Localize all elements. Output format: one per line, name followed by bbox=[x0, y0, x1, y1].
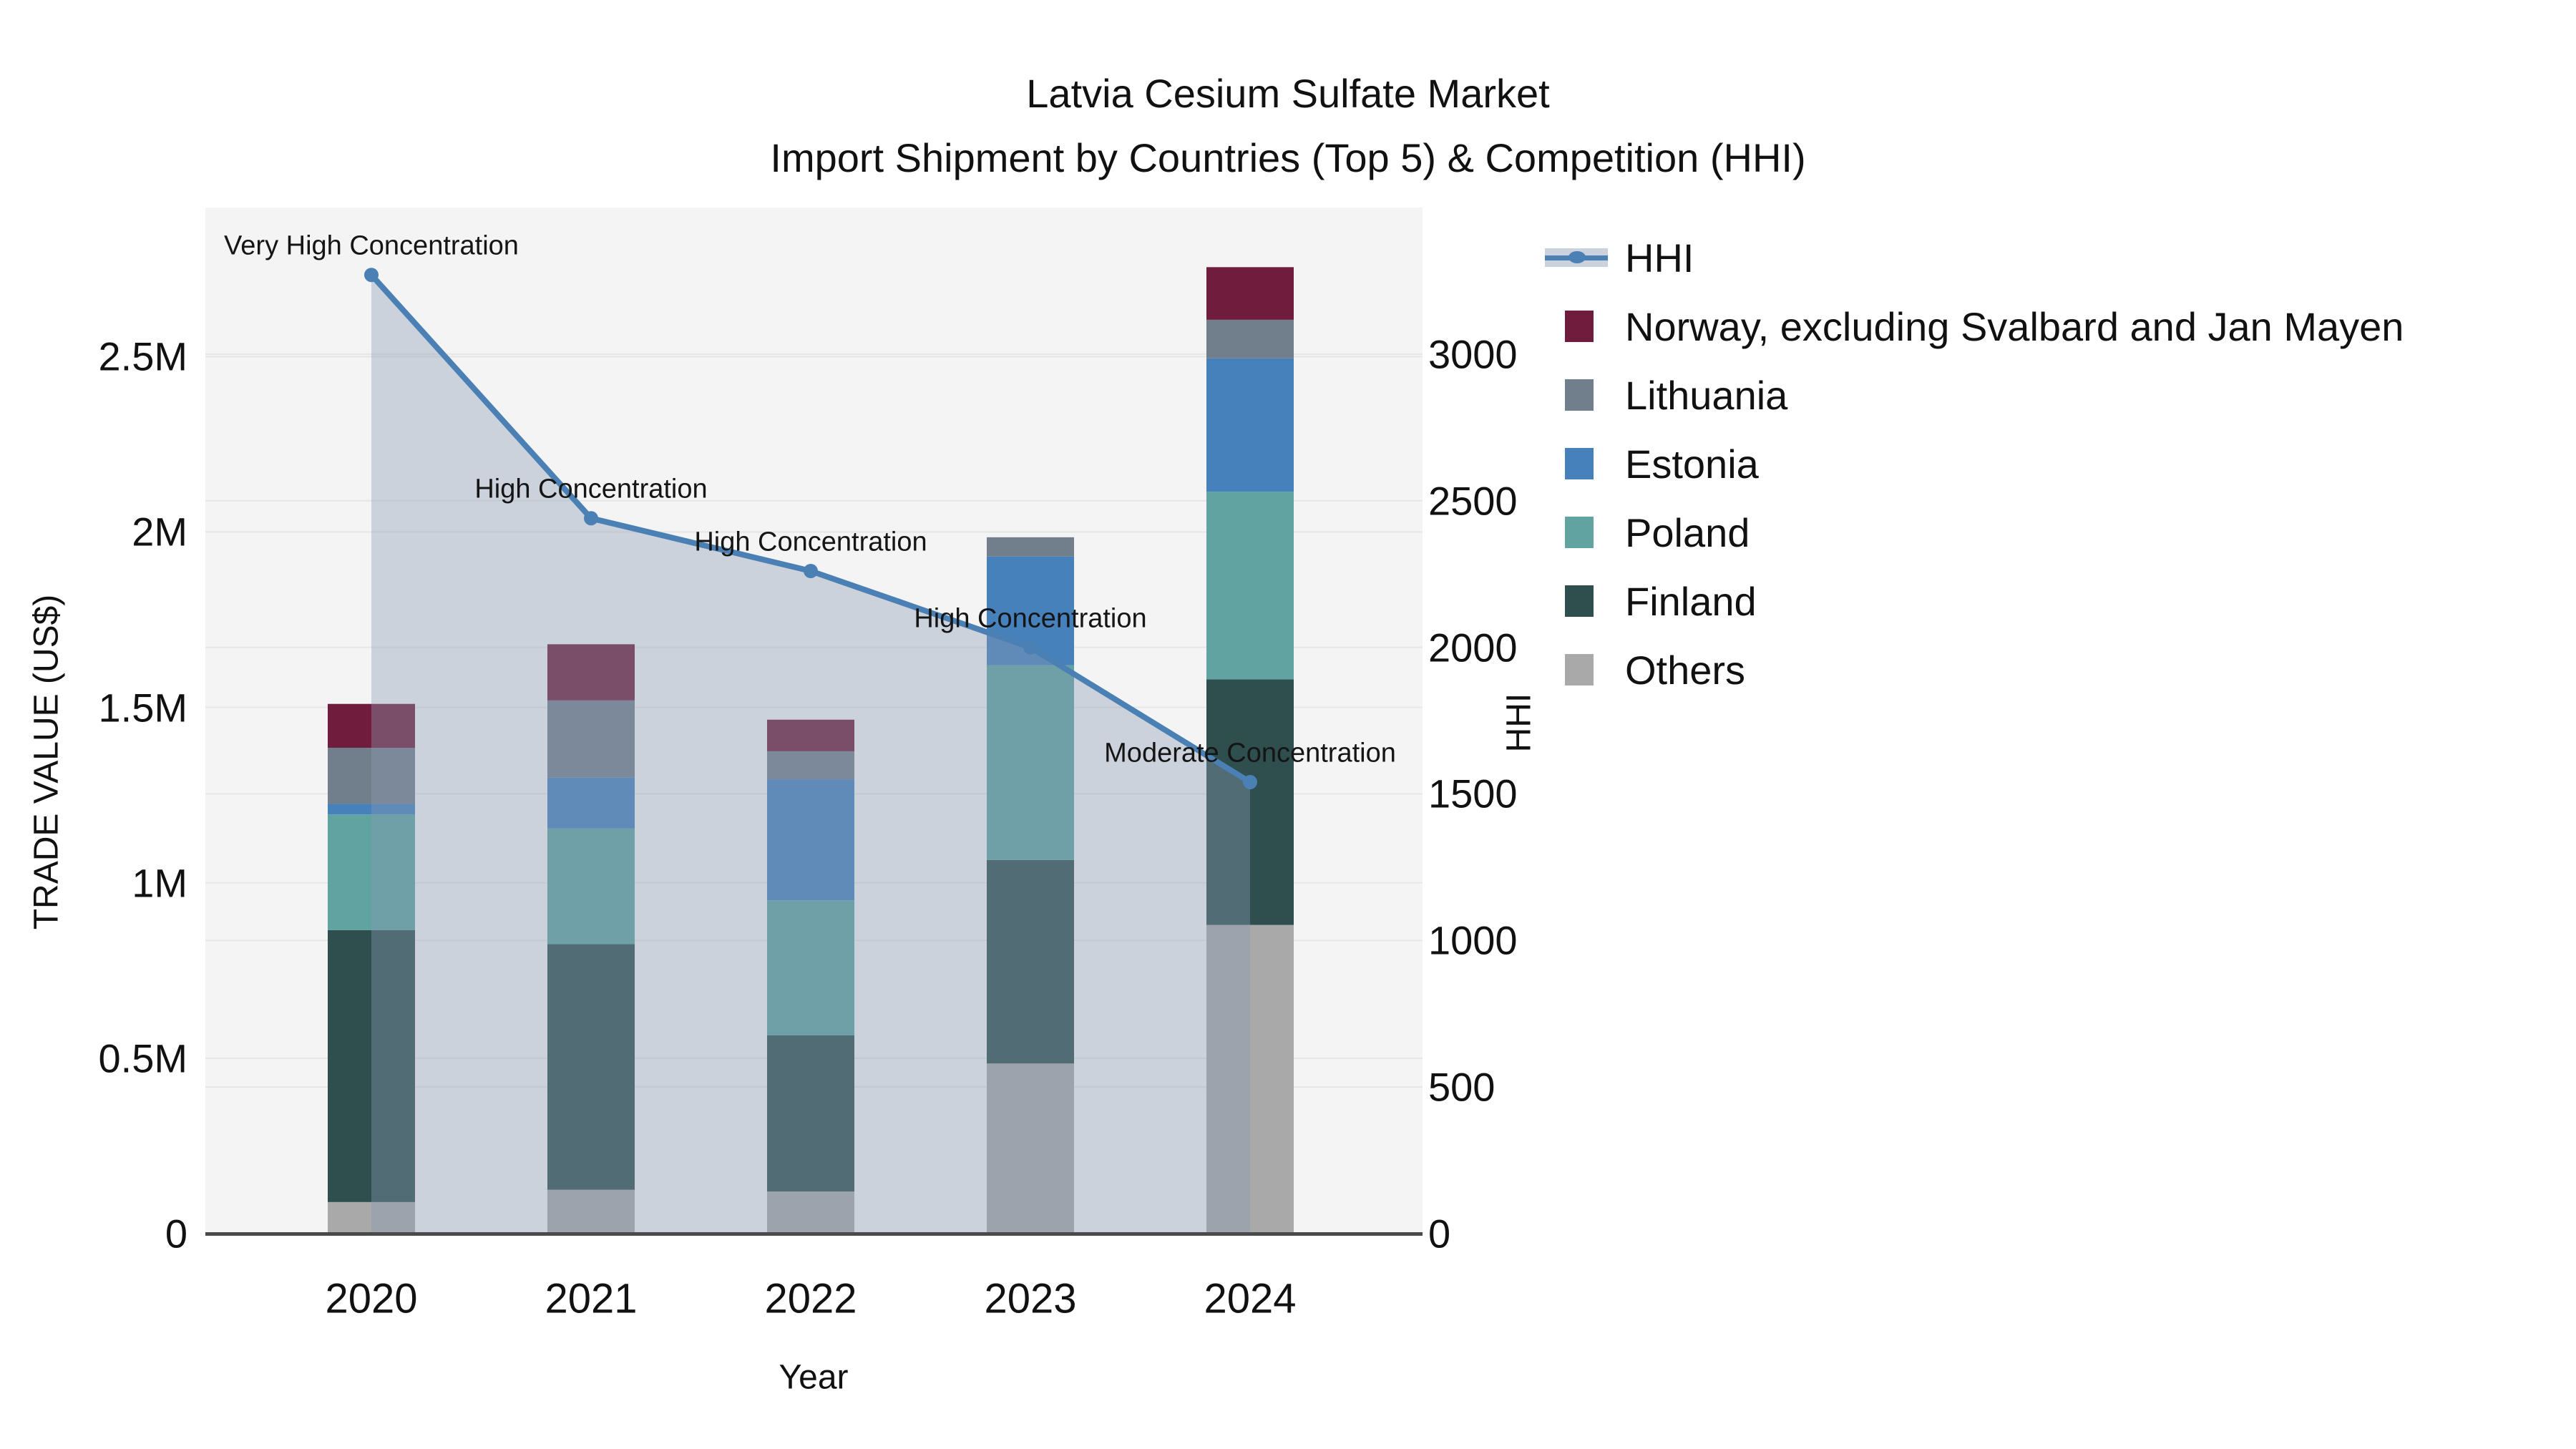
bar-segment-lithuania-2021 bbox=[547, 700, 635, 778]
bar-segment-norway-2021 bbox=[547, 644, 635, 701]
legend-item-hhi[interactable]: HHI bbox=[1545, 223, 2404, 292]
finland-color-swatch bbox=[1565, 585, 1594, 617]
legend-item-lithuania[interactable]: Lithuania bbox=[1545, 361, 2404, 429]
bar-segment-estonia-2021 bbox=[547, 777, 635, 829]
bar-segment-others-2020 bbox=[328, 1201, 415, 1234]
lithuania-color-swatch bbox=[1565, 379, 1594, 411]
hhi-marker-2020 bbox=[364, 268, 379, 283]
bar-segment-norway-2022 bbox=[767, 719, 854, 751]
bar-segment-finland-2020 bbox=[328, 930, 415, 1202]
bar-segment-finland-2022 bbox=[767, 1035, 854, 1192]
bar-segment-poland-2021 bbox=[547, 828, 635, 945]
bar-segment-poland-2022 bbox=[767, 900, 854, 1036]
y-left-axis-title: TRADE VALUE (US$) bbox=[27, 594, 66, 930]
others-color-swatch bbox=[1565, 654, 1594, 686]
bar-segment-estonia-2020 bbox=[328, 804, 415, 815]
chart-title-line2: Import Shipment by Countries (Top 5) & C… bbox=[770, 135, 1806, 180]
x-axis-line bbox=[205, 1232, 1423, 1236]
bar-segment-others-2024 bbox=[1206, 924, 1294, 1234]
bar-segment-finland-2021 bbox=[547, 944, 635, 1190]
hhi-marker-2022 bbox=[804, 564, 818, 578]
legend-sample bbox=[1545, 635, 1616, 704]
legend-label: Lithuania bbox=[1625, 372, 1788, 418]
poland-color-swatch bbox=[1565, 517, 1594, 548]
legend-label: HHI bbox=[1625, 235, 1694, 280]
hhi-area-fill bbox=[371, 275, 1250, 1234]
bar-segment-others-2021 bbox=[547, 1189, 635, 1234]
bar-segment-others-2022 bbox=[767, 1191, 854, 1234]
bar-segment-norway-2024 bbox=[1206, 267, 1294, 320]
legend-item-others[interactable]: Others bbox=[1545, 635, 2404, 704]
bar-segment-poland-2023 bbox=[987, 665, 1074, 860]
legend-sample bbox=[1545, 361, 1616, 429]
legend-sample bbox=[1545, 498, 1616, 567]
legend-label: Norway, excluding Svalbard and Jan Mayen bbox=[1625, 303, 2404, 349]
bar-segment-estonia-2022 bbox=[767, 779, 854, 901]
bar-segment-lithuania-2022 bbox=[767, 751, 854, 780]
legend-sample bbox=[1545, 429, 1616, 498]
x-axis-title: Year bbox=[779, 1358, 849, 1397]
legend-item-finland[interactable]: Finland bbox=[1545, 567, 2404, 635]
legend-sample bbox=[1545, 292, 1616, 361]
legend-label: Estonia bbox=[1625, 441, 1759, 487]
bar-segment-norway-2020 bbox=[328, 703, 415, 748]
bar-segment-estonia-2024 bbox=[1206, 358, 1294, 492]
bar-segment-lithuania-2024 bbox=[1206, 319, 1294, 358]
chart-title-line1: Latvia Cesium Sulfate Market bbox=[1026, 71, 1550, 116]
bar-segment-lithuania-2023 bbox=[987, 537, 1074, 557]
hhi-marker-2021 bbox=[584, 511, 598, 526]
hhi-marker-2023 bbox=[1023, 640, 1038, 655]
estonia-color-swatch bbox=[1565, 448, 1594, 479]
norway-color-swatch bbox=[1565, 311, 1594, 342]
legend-item-estonia[interactable]: Estonia bbox=[1545, 429, 2404, 498]
legend-label: Others bbox=[1625, 647, 1746, 693]
legend-item-poland[interactable]: Poland bbox=[1545, 498, 2404, 567]
legend-item-norway[interactable]: Norway, excluding Svalbard and Jan Mayen bbox=[1545, 292, 2404, 361]
legend: HHI Norway, excluding Svalbard and Jan M… bbox=[1545, 223, 2404, 704]
bar-segment-poland-2024 bbox=[1206, 492, 1294, 680]
hhi-marker-2024 bbox=[1243, 775, 1257, 789]
legend-sample bbox=[1545, 567, 1616, 635]
legend-label: Poland bbox=[1625, 509, 1750, 555]
bar-segment-poland-2020 bbox=[328, 814, 415, 930]
bar-segment-others-2023 bbox=[987, 1063, 1074, 1234]
bar-segment-finland-2024 bbox=[1206, 679, 1294, 925]
hhi-marker-icon bbox=[1568, 251, 1586, 263]
bar-segment-lithuania-2020 bbox=[328, 747, 415, 804]
hhi-line-legend-sample bbox=[1545, 223, 1616, 292]
legend-label: Finland bbox=[1625, 578, 1757, 624]
bar-segment-finland-2023 bbox=[987, 859, 1074, 1064]
chart-title: Latvia Cesium Sulfate Market Import Ship… bbox=[0, 62, 2576, 190]
y-right-axis-title: HHI bbox=[1500, 693, 1538, 753]
